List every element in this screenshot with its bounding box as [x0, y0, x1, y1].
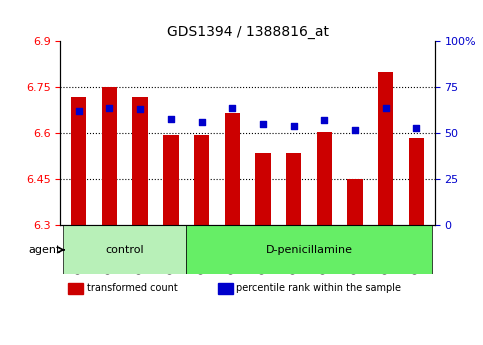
Bar [316, 132, 332, 225]
Point [106, 105, 114, 110]
Bar [68, 283, 83, 294]
Point [198, 120, 205, 125]
Bar [132, 97, 148, 225]
FancyBboxPatch shape [186, 225, 432, 274]
Bar [409, 138, 424, 225]
Bar [378, 72, 393, 225]
Bar [102, 87, 117, 225]
Text: D-penicillamine: D-penicillamine [265, 245, 353, 255]
Title: GDS1394 / 1388816_at: GDS1394 / 1388816_at [167, 25, 328, 39]
Bar [225, 114, 240, 225]
Bar [347, 179, 363, 225]
Text: transformed count: transformed count [86, 283, 177, 293]
Point [75, 109, 83, 114]
Point [351, 127, 359, 132]
Bar [217, 283, 233, 294]
Point [382, 105, 389, 110]
Point [259, 121, 267, 127]
Point [228, 105, 236, 110]
Text: agent: agent [28, 245, 61, 255]
Point [167, 116, 175, 121]
Point [320, 118, 328, 123]
Bar [71, 97, 86, 225]
Bar [286, 153, 301, 225]
Text: percentile rank within the sample: percentile rank within the sample [236, 283, 401, 293]
Text: control: control [105, 245, 144, 255]
Point [290, 123, 298, 129]
FancyBboxPatch shape [63, 225, 186, 274]
Point [412, 125, 420, 131]
Bar [255, 153, 270, 225]
Bar [163, 135, 179, 225]
Point [136, 107, 144, 112]
Bar [194, 135, 209, 225]
